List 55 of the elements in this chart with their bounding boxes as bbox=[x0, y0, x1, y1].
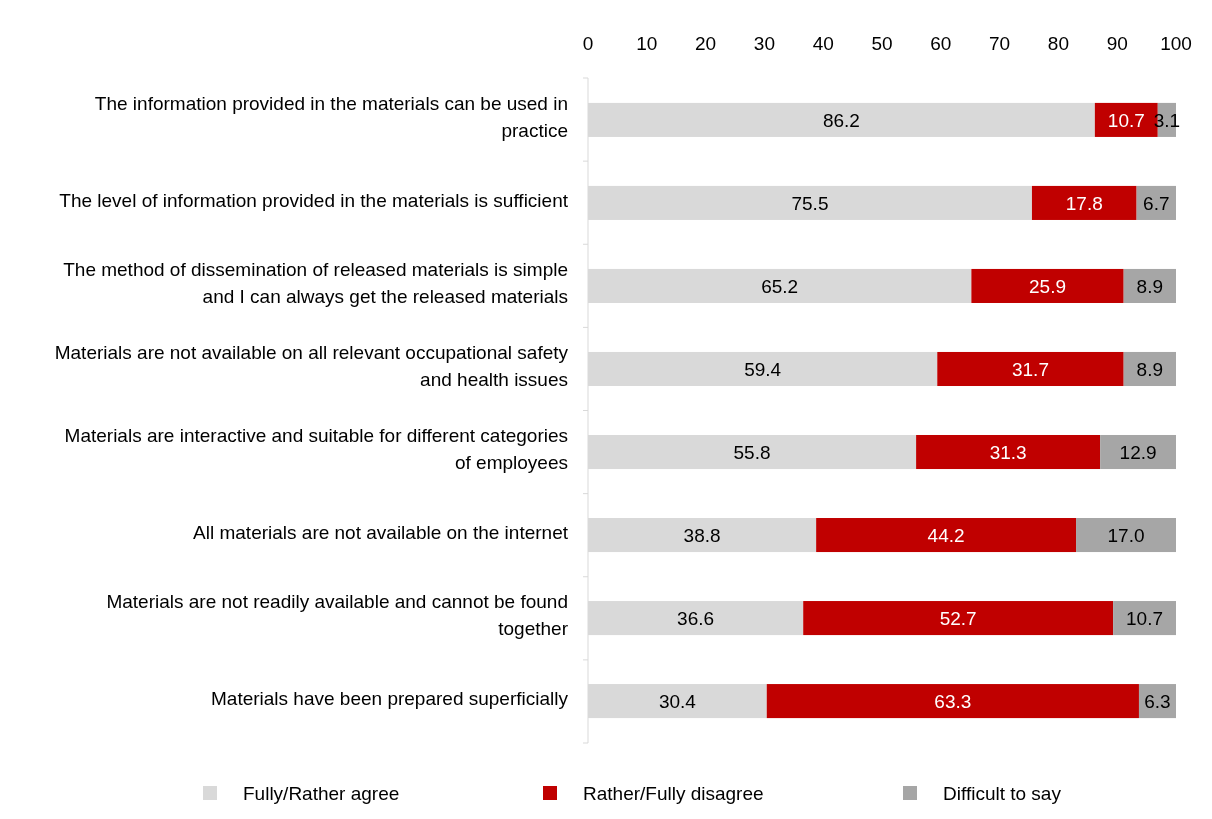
data-label: 6.7 bbox=[1143, 192, 1170, 214]
x-tick-label: 50 bbox=[871, 33, 893, 54]
x-tick-label: 100 bbox=[1160, 33, 1192, 54]
data-label: 31.3 bbox=[989, 441, 1027, 463]
data-label: 12.9 bbox=[1119, 441, 1157, 463]
y-tick-label: Materials have been prepared superficially bbox=[211, 687, 569, 709]
data-label: 65.2 bbox=[761, 275, 799, 297]
data-label: 30.4 bbox=[658, 690, 697, 712]
x-tick-label: 40 bbox=[812, 33, 834, 54]
bar bbox=[803, 601, 1114, 636]
bar bbox=[816, 518, 1077, 553]
data-label: 10.7 bbox=[1126, 607, 1164, 629]
data-label: 52.7 bbox=[939, 607, 977, 629]
legend-label: Rather/Fully disagree bbox=[583, 782, 764, 804]
data-label: 17.8 bbox=[1065, 192, 1103, 214]
y-tick-label: Materials are interactive and suitable for different categories of employees bbox=[64, 425, 568, 474]
data-label: 63.3 bbox=[934, 690, 972, 712]
data-label: 75.5 bbox=[791, 192, 829, 214]
bar bbox=[1100, 434, 1176, 470]
y-tick-label: The information provided in the materials can be used in practice bbox=[94, 93, 568, 142]
x-tick-label: 10 bbox=[636, 33, 658, 54]
data-label: 17.0 bbox=[1107, 524, 1145, 546]
bar bbox=[1031, 185, 1137, 220]
data-label: 59.4 bbox=[744, 358, 782, 380]
legend-label: Difficult to say bbox=[943, 782, 1062, 804]
data-label: 6.3 bbox=[1144, 690, 1171, 712]
bar bbox=[937, 351, 1124, 387]
data-label: 31.7 bbox=[1011, 358, 1049, 380]
data-label: 86.2 bbox=[822, 109, 860, 131]
x-tick-label: 30 bbox=[753, 33, 775, 54]
y-tick-label: The level of information provided in the materials is sufficient bbox=[59, 189, 569, 211]
y-tick-label: The method of dissemination of released materials is simple and I can always get the released materials bbox=[63, 259, 568, 308]
y-tick-label: Materials are not readily available and cannot be found together bbox=[106, 591, 569, 640]
x-tick-label: 60 bbox=[930, 33, 952, 54]
y-tick-label: Materials are not available on all relevant occupational safety and health issues bbox=[54, 342, 569, 391]
x-tick-label: 80 bbox=[1047, 33, 1069, 54]
legend-label: Fully/Rather agree bbox=[243, 782, 400, 804]
x-tick-label: 0 bbox=[582, 33, 594, 54]
bar bbox=[1113, 601, 1176, 636]
y-tick-label: All materials are not available on the internet bbox=[193, 521, 569, 543]
x-tick-label: 20 bbox=[695, 33, 717, 54]
x-tick-label: 70 bbox=[989, 33, 1011, 54]
data-label: 8.9 bbox=[1136, 275, 1164, 297]
x-tick-label: 90 bbox=[1106, 33, 1128, 54]
bar bbox=[916, 434, 1101, 470]
bar bbox=[971, 268, 1124, 303]
data-label: 44.2 bbox=[927, 524, 965, 546]
data-label: 8.9 bbox=[1136, 358, 1164, 380]
bar bbox=[766, 684, 1139, 719]
data-label: 55.8 bbox=[733, 441, 771, 463]
data-label: 38.8 bbox=[683, 524, 721, 546]
data-label: 25.9 bbox=[1029, 275, 1067, 297]
data-label: 10.7 bbox=[1107, 109, 1145, 131]
data-label: 36.6 bbox=[677, 607, 715, 629]
bar bbox=[1076, 518, 1176, 553]
